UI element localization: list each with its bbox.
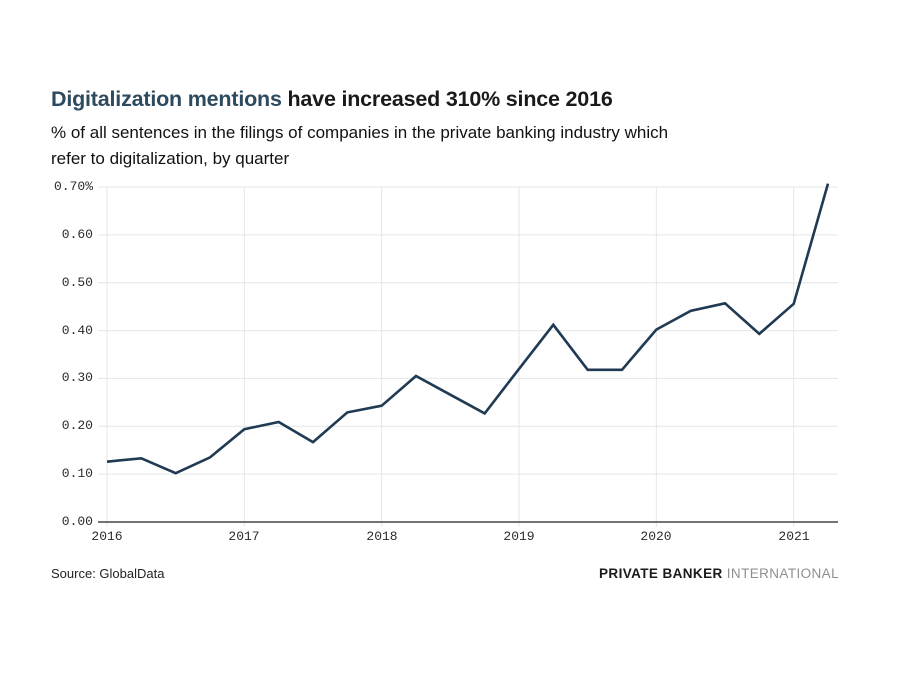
chart-subtitle-line2: refer to digitalization, by quarter xyxy=(51,149,290,168)
chart-title-rest: have increased 310% since 2016 xyxy=(281,87,613,111)
y-axis-tick-label: 0.10 xyxy=(61,466,93,481)
data-series-line xyxy=(106,183,830,475)
y-axis-tick-label: 0.30 xyxy=(61,370,93,385)
brand-logo-secondary: INTERNATIONAL xyxy=(722,566,839,581)
x-axis-tick-label: 2016 xyxy=(91,529,123,544)
x-axis-tick-label: 2019 xyxy=(503,529,535,544)
x-axis-tick-label: 2017 xyxy=(228,529,260,544)
y-axis-tick-label: 0.70% xyxy=(53,179,93,194)
chart-title-accent: Digitalization mentions xyxy=(51,87,282,111)
brand-logo-primary: PRIVATE BANKER xyxy=(599,566,723,581)
chart-title: Digitalization mentions have increased 3… xyxy=(51,86,851,113)
chart-subtitle-line1: % of all sentences in the filings of com… xyxy=(51,123,669,142)
x-axis-tick-label: 2018 xyxy=(366,529,398,544)
y-axis-tick-label: 0.00 xyxy=(61,514,93,529)
y-axis-tick-label: 0.60 xyxy=(61,227,93,242)
x-axis-tick-label: 2020 xyxy=(640,529,672,544)
brand-logo: PRIVATE BANKER INTERNATIONAL xyxy=(599,566,839,581)
line-chart-plot-area xyxy=(98,183,838,527)
chart-subtitle: % of all sentences in the filings of com… xyxy=(51,120,841,172)
y-axis-tick-label: 0.50 xyxy=(61,275,93,290)
y-axis-tick-label: 0.40 xyxy=(61,323,93,338)
x-axis-tick-label: 2021 xyxy=(778,529,810,544)
source-attribution: Source: GlobalData xyxy=(51,566,165,581)
y-axis-tick-label: 0.20 xyxy=(61,418,93,433)
